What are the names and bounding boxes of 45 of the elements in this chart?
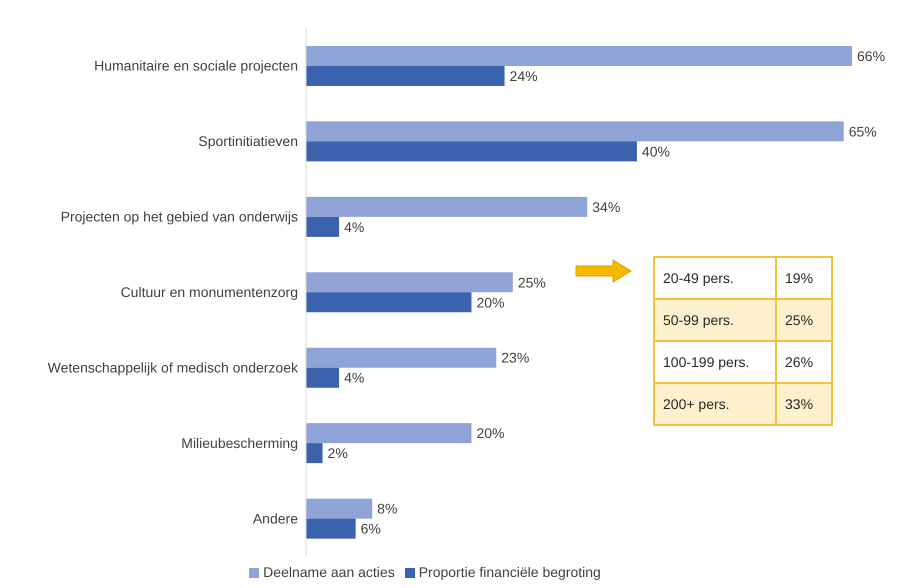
annotation: 20-49 pers. [654,257,776,299]
y-tick-label: Sportinitiatieven [198,133,298,150]
bar [306,196,588,217]
bar [306,348,496,368]
annotation: 200+ pers. [654,383,776,425]
annotation: 19% [776,257,832,299]
data-label: 34% [592,198,620,215]
data-label: 66% [857,48,886,64]
data-label: 23% [501,350,530,366]
bar [306,66,505,86]
bar [306,423,472,444]
data-label: 8% [377,500,398,517]
y-tick-label: Cultuur en monumentenzorg [120,284,298,300]
data-label: 20% [476,294,504,310]
data-label: 25% [518,274,546,290]
bar [306,518,356,539]
bar [306,292,472,312]
data-label: 40% [642,143,670,160]
legend-label: Proportie financiële begroting [418,564,601,580]
data-label: 2% [328,445,348,462]
bar [306,498,372,519]
bar [306,443,323,464]
y-tick-label: Milieubescherming [181,434,298,451]
data-label: 4% [344,370,364,386]
annotation: 100-199 pers. [654,341,776,383]
bar [306,272,513,292]
bar [306,368,340,388]
y-tick-label: Wetenschappelijk of medisch onderzoek [48,359,299,376]
annotation: 25% [776,299,832,341]
y-tick-label: Andere [252,510,298,526]
annotation: 26% [776,341,832,383]
bar [306,121,844,142]
bar [306,46,852,66]
bar [306,216,340,237]
data-label: 20% [476,425,504,442]
bar [306,141,637,162]
annotation: 50-99 pers. [654,299,776,341]
y-tick-label: Humanitaire en sociale projecten [94,58,298,74]
y-tick-label: Projecten op het gebied van onderwijs [60,208,298,225]
data-label: 6% [360,520,381,537]
data-label: 65% [848,123,877,140]
annotation: 33% [776,383,832,425]
legend-label: Deelname aan acties [263,564,395,580]
data-label: 4% [344,218,364,235]
data-label: 24% [510,68,538,84]
